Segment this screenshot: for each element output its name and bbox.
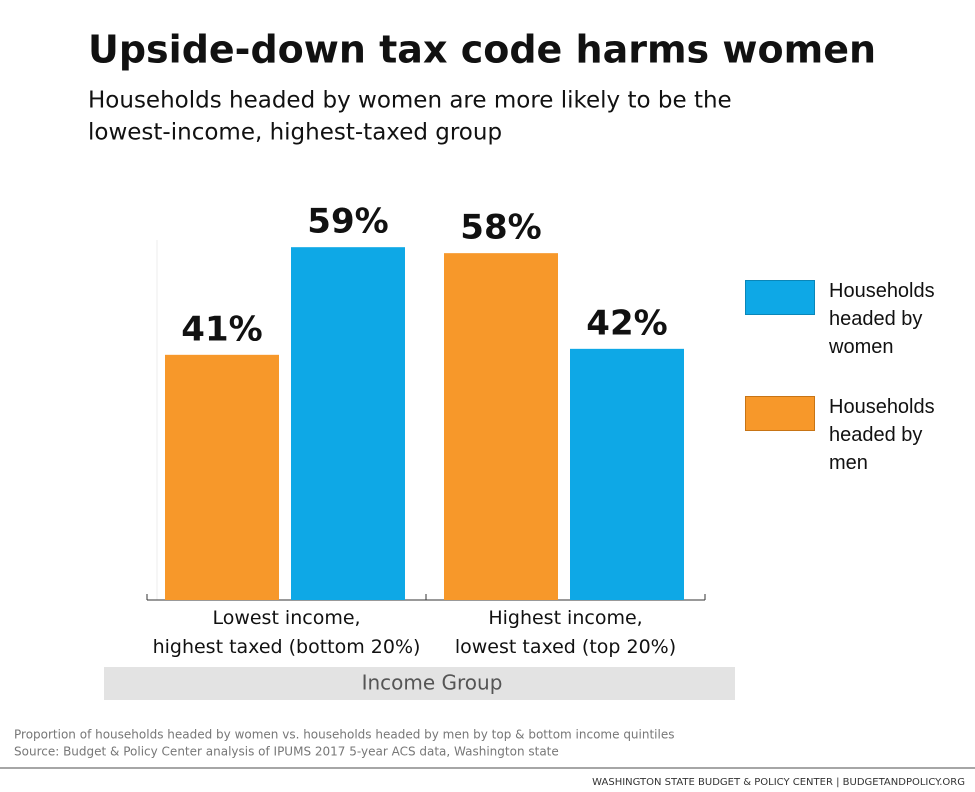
value-label: 41% [181, 309, 262, 349]
x-tick-label: Lowest income, highest taxed (bottom 20%) [153, 607, 421, 658]
bar [165, 354, 279, 600]
legend-label: Households headed by women [829, 280, 935, 358]
legend-label: Households headed by men [829, 396, 935, 474]
legend-swatch [745, 396, 815, 431]
bar [570, 348, 684, 600]
chart-title: Upside-down tax code harms women [88, 28, 876, 72]
note: Source: Budget & Policy Center analysis … [14, 745, 559, 759]
x-label-band [104, 667, 735, 700]
legend-swatch [745, 280, 815, 315]
note: Proportion of households headed by women… [14, 728, 675, 742]
bar [291, 247, 405, 600]
chart-subtitle: Households headed by women are more like… [88, 88, 732, 114]
x-axis-title: Income Group [362, 671, 503, 695]
value-label: 42% [586, 303, 667, 343]
value-label: 58% [460, 208, 541, 248]
bar [444, 253, 558, 600]
footer: WASHINGTON STATE BUDGET & POLICY CENTER … [592, 777, 965, 788]
chart-subtitle: lowest-income, highest-taxed group [88, 120, 502, 146]
x-tick-label: Highest income, lowest taxed (top 20%) [455, 607, 676, 658]
value-label: 59% [307, 202, 388, 242]
